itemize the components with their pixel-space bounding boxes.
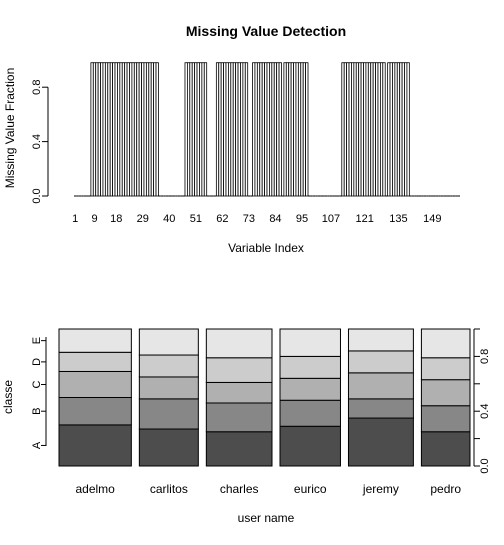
missing-bar [203, 62, 208, 197]
spine-segment-C [279, 377, 341, 401]
spine-category-label: pedro [430, 482, 461, 496]
spine-category-label: jeremy [362, 482, 399, 496]
spine-segment-D [205, 357, 273, 383]
top-x-tick-label: 95 [296, 213, 308, 225]
spine-segment-D [420, 357, 471, 381]
top-y-axis-label: Missing Value Fraction [3, 68, 17, 189]
top-x-tick-label: 84 [269, 213, 281, 225]
spine-level-label: A [31, 441, 43, 449]
spine-segment-D [138, 354, 199, 378]
spine-segment-A [58, 424, 132, 467]
spine-level-label: C [31, 380, 43, 388]
spine-level-label: D [31, 358, 43, 366]
spine-segment-E [205, 328, 273, 359]
bottom-x-axis-label: user name [238, 511, 295, 525]
top-x-tick-label: 18 [110, 213, 122, 225]
top-x-tick-label: 135 [389, 213, 407, 225]
top-x-tick-label: 121 [356, 213, 374, 225]
top-y-tick-label: 0.0 [31, 188, 43, 203]
spine-segment-A [347, 417, 414, 467]
top-x-tick-label: 73 [243, 213, 255, 225]
spine-segment-B [138, 398, 199, 430]
top-x-tick-label: 51 [190, 213, 202, 225]
spine-segment-C [420, 379, 471, 407]
missing-bar [155, 62, 159, 197]
spine-segment-B [420, 405, 471, 433]
spine-segment-B [58, 397, 132, 426]
spine-segment-C [205, 381, 273, 404]
spine-segment-C [138, 376, 199, 400]
spine-category-label: charles [220, 482, 259, 496]
top-x-tick-label: 149 [423, 213, 441, 225]
spine-segment-E [420, 328, 471, 359]
top-y-tick-label: 0.8 [31, 80, 43, 95]
top-x-tick-label: 62 [216, 213, 228, 225]
missing-bar [382, 62, 386, 197]
spine-segment-B [205, 402, 273, 433]
spine-segment-E [138, 328, 199, 356]
top-x-tick-label: 107 [322, 213, 340, 225]
spine-segment-E [279, 328, 341, 357]
spine-segment-C [347, 372, 414, 400]
spine-segment-D [58, 351, 132, 372]
spine-segment-A [205, 431, 273, 467]
spine-segment-B [279, 399, 341, 427]
spine-right-tick-label: 0.0 [479, 458, 491, 473]
top-y-tick-label: 0.4 [31, 134, 43, 149]
missing-bar [406, 62, 410, 197]
spine-segment-D [347, 350, 414, 374]
spine-segment-E [58, 328, 132, 353]
top-x-tick-label: 1 [72, 213, 78, 225]
top-chart-title: Missing Value Detection [186, 23, 346, 39]
spine-right-tick-label: 0.4 [479, 404, 491, 419]
top-x-tick-label: 9 [91, 213, 97, 225]
top-x-tick-label: 29 [137, 213, 149, 225]
spine-category-label: eurico [294, 482, 327, 496]
spine-category-label: adelmo [75, 482, 115, 496]
missing-bar [278, 62, 282, 197]
spine-segment-D [279, 355, 341, 379]
missing-bar [244, 62, 249, 197]
spine-segment-A [279, 425, 341, 467]
spine-segment-A [138, 428, 199, 467]
spine-level-label: B [31, 408, 43, 415]
spine-plot: user name classe adelmo carlitos charles eu… [1, 328, 491, 525]
spine-category-label: carlitos [150, 482, 188, 496]
spine-segment-A [420, 431, 471, 467]
bottom-y-axis-label: classe [1, 380, 15, 414]
missing-value-plot: Missing Value Detection Variable Index M… [3, 23, 460, 255]
top-x-axis-label: Variable Index [228, 241, 304, 255]
spine-segment-C [58, 370, 132, 399]
spine-segment-B [347, 398, 414, 419]
missing-bar [305, 62, 309, 197]
top-x-tick-label: 40 [163, 213, 175, 225]
spine-segment-E [347, 328, 414, 352]
spine-right-tick-label: 0.8 [479, 349, 491, 364]
spine-level-label: E [31, 337, 43, 344]
